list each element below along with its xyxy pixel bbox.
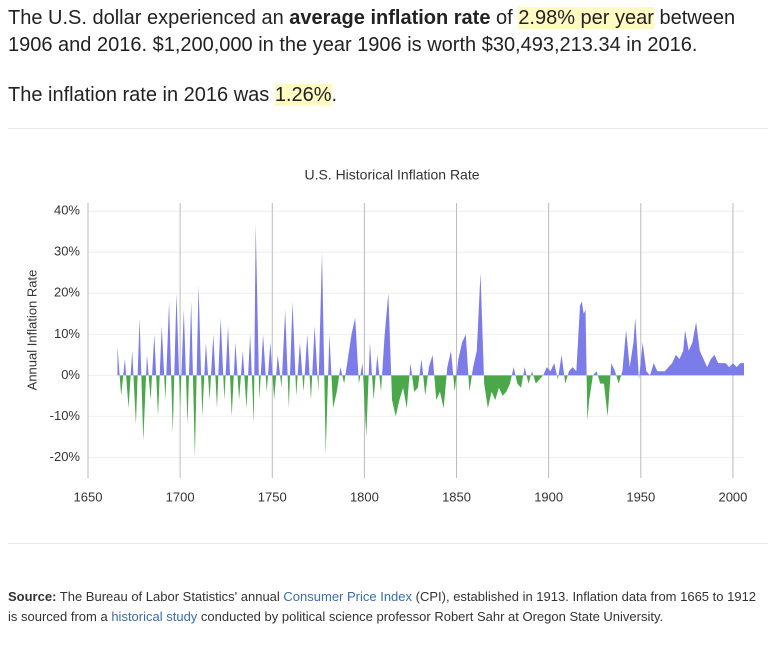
x-tick-label: 1800: [350, 489, 379, 504]
text: .: [331, 84, 338, 106]
x-tick-label: 1850: [442, 489, 471, 504]
current-rate: The inflation rate in 2016 was 1.26%.: [8, 82, 768, 109]
y-tick-label: 40%: [54, 203, 80, 218]
link[interactable]: Consumer Price Index: [283, 589, 413, 604]
text: conducted by political science professor…: [197, 609, 664, 624]
highlight: 2.98% per year: [518, 7, 654, 29]
y-tick-label: 20%: [54, 285, 80, 300]
y-tick-label: 30%: [54, 244, 80, 259]
area: [119, 375, 640, 458]
x-tick-label: 2000: [718, 489, 747, 504]
text: The Bureau of Labor Statistics' annual: [56, 589, 284, 604]
x-tick-label: 1700: [166, 489, 195, 504]
y-tick-label: 10%: [54, 326, 80, 341]
x-tick-label: 1950: [626, 489, 655, 504]
source: Source: The Bureau of Labor Statistics' …: [8, 587, 763, 627]
y-tick-label: -20%: [50, 449, 81, 464]
area: [117, 223, 744, 376]
x-tick-label: 1650: [74, 489, 103, 504]
text: average inflation rate: [289, 7, 491, 29]
text: between 1906 and 2016. $1,200,000 in the…: [8, 7, 736, 56]
highlight: 1.26%: [274, 84, 332, 106]
intro: The U.S. dollar experienced an average i…: [8, 5, 768, 59]
y-axis-label: Annual Inflation Rate: [24, 270, 39, 391]
text: The inflation rate in 2016 was: [8, 84, 275, 106]
x-tick-label: 1900: [534, 489, 563, 504]
divider: [8, 128, 768, 129]
chart-title: U.S. Historical Inflation Rate: [304, 167, 479, 183]
text: The U.S. dollar experienced an: [8, 7, 290, 29]
link[interactable]: historical study: [111, 609, 198, 624]
y-tick-label: -10%: [50, 408, 81, 423]
y-tick-label: 0%: [61, 367, 80, 382]
x-tick-label: 1750: [258, 489, 287, 504]
divider: [8, 543, 768, 544]
text: of: [490, 7, 519, 29]
text: Source:: [8, 589, 57, 604]
text: (CPI), established in 1913. Inflation da…: [8, 589, 757, 624]
chart: U.S. Historical Inflation Rate Annual In…: [24, 167, 747, 505]
